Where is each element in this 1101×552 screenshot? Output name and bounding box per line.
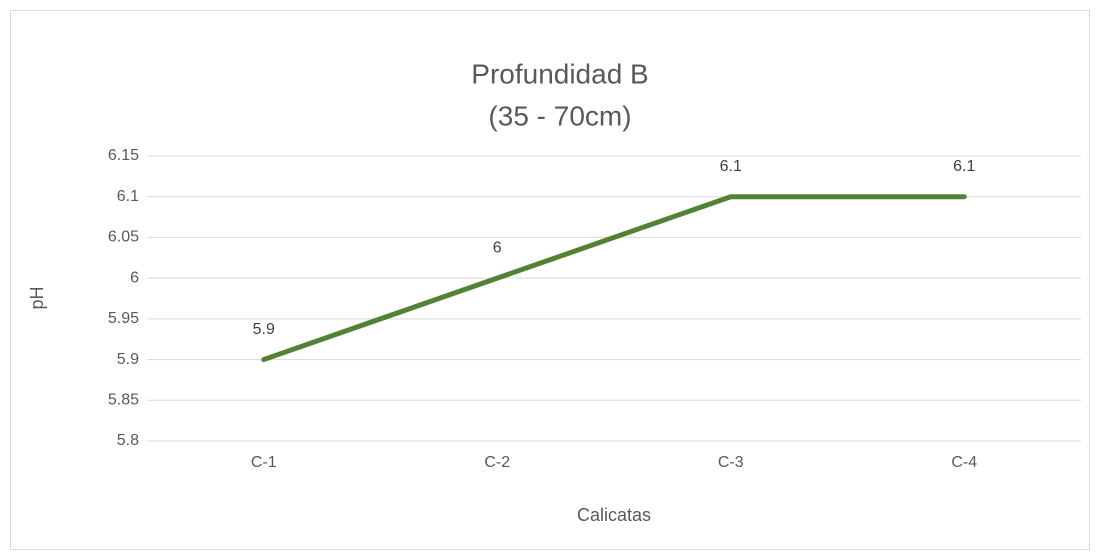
y-tick-label: 6: [130, 269, 139, 286]
x-tick-label: C-1: [251, 454, 277, 471]
data-line: [261, 194, 967, 363]
x-axis-label: Calicatas: [577, 505, 651, 525]
y-tick-label: 6.05: [108, 229, 139, 246]
data-label: 5.9: [253, 321, 275, 338]
data-label: 6.1: [720, 158, 742, 175]
x-tick-label: C-2: [484, 454, 510, 471]
chart-border: [10, 10, 1090, 550]
y-tick-label: 6.1: [117, 188, 139, 205]
chart-title: Profundidad B: [471, 58, 648, 89]
x-tick-label: C-4: [951, 454, 977, 471]
data-label: 6.1: [953, 158, 975, 175]
chart-subtitle: (35 - 70cm): [488, 100, 631, 131]
x-tick-label: C-3: [718, 454, 744, 471]
y-tick-label: 5.9: [117, 351, 139, 368]
y-tick-label: 5.95: [108, 310, 139, 327]
y-tick-label: 5.85: [108, 392, 139, 409]
data-label: 6: [493, 239, 502, 256]
y-axis-label: pH: [27, 286, 47, 309]
y-tick-label: 6.15: [108, 147, 139, 164]
y-tick-label: 5.8: [117, 432, 139, 449]
